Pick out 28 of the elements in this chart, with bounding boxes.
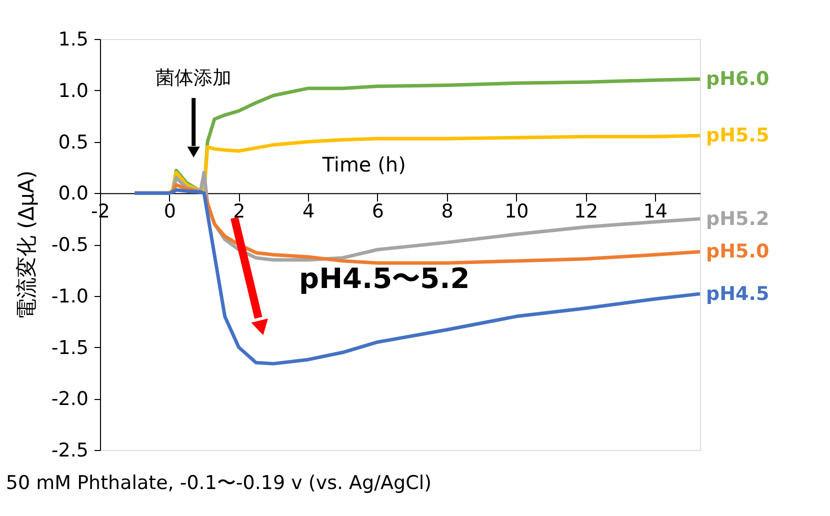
- x-tick-label: 0: [164, 200, 176, 223]
- x-tick-label: 4: [302, 200, 315, 223]
- line-series: [132, 188, 702, 366]
- annotation: 菌体添加: [156, 67, 232, 90]
- series-label: pH4.5: [706, 282, 770, 305]
- x-tick-label: 14: [643, 200, 668, 223]
- y-tick-label: 1.0: [58, 80, 88, 102]
- y-tick-label: -1.5: [51, 336, 88, 359]
- y-tick-label: 1.5: [58, 28, 88, 50]
- text: 50 mM Phthalate, -0.1〜-0.19 v (vs. Ag/AgCl): [6, 472, 432, 494]
- y-axis-title: 電流変化 (ΔμA): [14, 170, 38, 320]
- series-label: pH5.2: [706, 208, 770, 230]
- x-tick-label: 6: [372, 200, 384, 223]
- y-tick-label: -1.0: [51, 285, 88, 308]
- series-label: pH6.0: [706, 68, 770, 90]
- annotation: pH4.5〜5.2: [299, 262, 470, 295]
- x-tick-label: 8: [441, 200, 454, 223]
- y-tick-label: -0.5: [51, 234, 88, 256]
- series-label: pH5.0: [706, 240, 770, 263]
- y-tick-label: 0.5: [58, 131, 88, 154]
- x-tick-label: 12: [574, 200, 598, 223]
- x-axis-title: Time (h): [321, 152, 406, 177]
- y-tick-label: -2.0: [51, 388, 88, 410]
- series-label: pH5.5: [706, 124, 770, 147]
- y-tick-label: -2.5: [51, 440, 88, 462]
- y-tick-label: 0.0: [58, 182, 88, 205]
- x-tick-label: 10: [504, 200, 529, 223]
- x-tick-label: 2: [233, 200, 246, 223]
